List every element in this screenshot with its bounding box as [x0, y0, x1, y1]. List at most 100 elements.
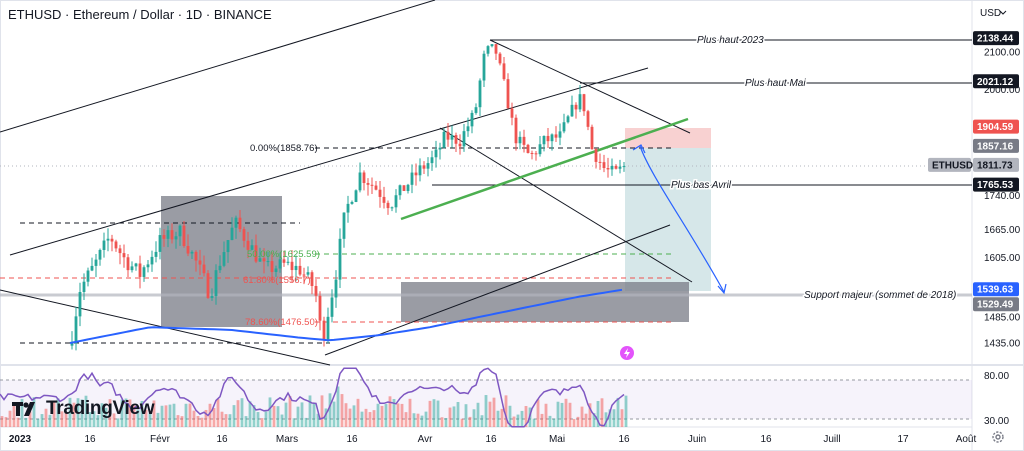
- support-box: [401, 282, 689, 322]
- volume-bar: [4, 417, 8, 427]
- candle-body: [378, 189, 382, 197]
- volume-bar: [444, 418, 448, 427]
- gear-icon[interactable]: [991, 430, 1005, 444]
- candle-body: [618, 166, 622, 169]
- volume-bar: [236, 400, 240, 427]
- candle-body: [470, 112, 474, 127]
- candle-body: [306, 272, 310, 275]
- candle-body: [446, 131, 450, 140]
- volume-bar: [380, 405, 384, 427]
- volume-bar: [344, 403, 348, 427]
- currency-label[interactable]: USD: [980, 8, 1001, 19]
- candle-body: [510, 108, 514, 118]
- price-badge: 1811.73: [973, 157, 1019, 172]
- time-tick-label: Juill: [823, 434, 840, 445]
- chevron-down-icon[interactable]: [999, 10, 1007, 15]
- volume-bar: [116, 418, 120, 427]
- candle-body: [250, 245, 254, 250]
- volume-bar: [80, 399, 84, 427]
- volume-bar: [192, 410, 196, 427]
- volume-bar: [420, 415, 424, 427]
- volume-bar: [232, 405, 236, 427]
- fib-0-label: 0.00%(1858.76): [250, 143, 318, 154]
- price-tick-label: 1435.00: [984, 339, 1021, 350]
- volume-bar: [348, 408, 352, 427]
- price-tick-label: 2100.00: [984, 48, 1021, 59]
- volume-bar: [520, 410, 524, 427]
- volume-bar: [84, 395, 88, 427]
- time-axis[interactable]: 2023 16 Févr 16 Mars 16 Avr 16 Mai 16 Juin 16 Juill 1…: [9, 434, 977, 445]
- price-badge-text: 1904.59: [977, 122, 1014, 133]
- candle-body: [258, 258, 262, 262]
- fib-786-label: 78.60%(1476.50): [245, 317, 318, 328]
- price-tick-label: 1740.00: [984, 191, 1021, 202]
- volume-bar: [456, 402, 460, 427]
- candle-body: [598, 161, 602, 163]
- volume-bar: [352, 405, 356, 427]
- candle-body: [570, 104, 574, 117]
- volume-bar: [320, 395, 324, 427]
- tradingview-logo[interactable]: TradingView: [12, 398, 155, 420]
- candle-body: [286, 261, 290, 263]
- channel-falling-line-1: [439, 127, 693, 283]
- price-badge: 2021.12: [973, 74, 1019, 89]
- volume-bar: [112, 413, 116, 427]
- chart-title: ETHUSD · Ethereum / Dollar · 1D · BINANC…: [8, 7, 272, 22]
- volume-bar: [404, 412, 408, 427]
- candle-body: [610, 165, 614, 170]
- candle-body: [194, 251, 198, 261]
- candle-body: [482, 53, 486, 81]
- volume-bar: [328, 393, 332, 427]
- volume-bar: [148, 413, 152, 427]
- volume-bar: [612, 409, 616, 427]
- volume-bar: [216, 398, 220, 427]
- candle-body: [454, 135, 458, 144]
- volume-bar: [388, 396, 392, 427]
- candle-body: [318, 295, 322, 321]
- candle-body: [518, 136, 522, 144]
- fib-50-label: 50.00%(1625.59): [247, 249, 320, 260]
- volume-bar: [472, 409, 476, 427]
- candle-body: [70, 343, 74, 346]
- candle-body: [550, 134, 554, 142]
- candle-body: [270, 261, 274, 273]
- candle-body: [586, 111, 590, 127]
- time-tick-label: 16: [618, 434, 630, 445]
- candle-body: [590, 126, 594, 150]
- volume-bar: [576, 416, 580, 427]
- volume-bar: [460, 418, 464, 427]
- volume-bar: [488, 401, 492, 427]
- candle-body: [210, 296, 214, 298]
- volume-bar: [620, 409, 624, 427]
- price-badge: 2138.44: [973, 31, 1019, 46]
- candle-body: [494, 44, 498, 54]
- volume-bar: [296, 406, 300, 427]
- candle-body: [578, 94, 582, 110]
- candle-body: [354, 190, 358, 202]
- volume-bar: [252, 405, 256, 427]
- candle-body: [414, 172, 418, 176]
- volume-bar: [364, 408, 368, 427]
- candle-body: [614, 165, 618, 169]
- price-tick-label: 2000.00: [984, 85, 1021, 96]
- volume-bar: [448, 407, 452, 427]
- volume-bar: [176, 415, 180, 427]
- candle-body: [166, 230, 170, 239]
- candle-body: [182, 225, 186, 246]
- volume-bar: [8, 410, 12, 427]
- volume-bar: [276, 406, 280, 427]
- candle-body: [418, 165, 422, 176]
- volume-bar: [52, 400, 56, 427]
- volume-bar: [268, 397, 272, 427]
- volume-bar: [624, 395, 628, 427]
- price-axis[interactable]: 2100.00 2000.00 1740.00 1665.00 1605.00 1485.…: [984, 48, 1021, 350]
- candle-body: [438, 147, 442, 150]
- volume-bar: [132, 405, 136, 427]
- candle-body: [98, 249, 102, 260]
- candle-body: [558, 131, 562, 138]
- candle-body: [602, 162, 606, 169]
- candle-body: [390, 207, 394, 209]
- volume-bar: [468, 416, 472, 427]
- candle-body: [150, 256, 154, 265]
